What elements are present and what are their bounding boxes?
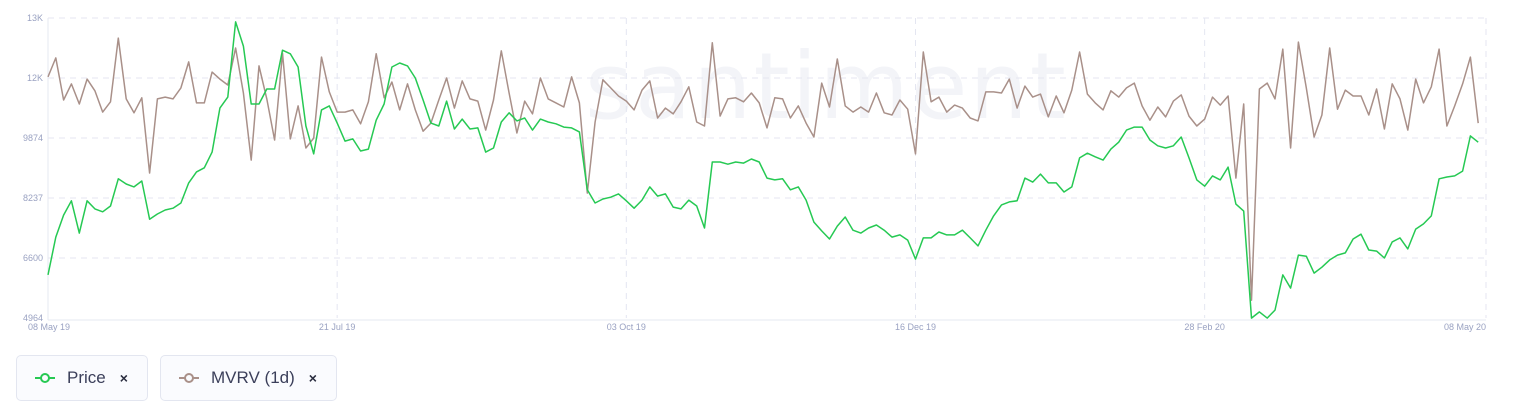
y-tick-label: 12K	[27, 73, 43, 83]
axes	[47, 18, 1486, 321]
legend-label: MVRV (1d)	[211, 368, 295, 387]
watermark-logo: santiment	[585, 33, 1068, 140]
grid-lines	[48, 17, 1487, 318]
mvrv-line	[47, 37, 1479, 301]
x-axis-ticks: 08 May 19 21 Jul 19 03 Oct 19 16 Dec 19 28 F…	[28, 322, 1486, 332]
remove-metric-button[interactable]: ×	[119, 370, 128, 386]
legend-item-price[interactable]: Price ×	[16, 355, 148, 401]
x-tick-label: 28 Feb 20	[1184, 322, 1225, 332]
x-tick-label: 08 May 19	[28, 322, 70, 332]
line-circle-icon	[179, 373, 199, 383]
x-tick-label: 08 May 20	[1444, 322, 1486, 332]
y-axis-ticks: 4964 6600 8237 9874 12K 13K	[23, 13, 43, 323]
y-tick-label: 9874	[23, 133, 43, 143]
x-tick-label: 16 Dec 19	[895, 322, 936, 332]
x-tick-label: 03 Oct 19	[607, 322, 646, 332]
y-tick-label: 4964	[23, 313, 43, 323]
price-line	[47, 21, 1479, 319]
remove-metric-button[interactable]: ×	[308, 370, 317, 386]
x-tick-label: 21 Jul 19	[319, 322, 356, 332]
y-tick-label: 8237	[23, 193, 43, 203]
line-chart: santiment 4964 6600 8237 9874 12K 13K 08 May …	[23, 13, 1487, 332]
y-tick-label: 13K	[27, 13, 43, 23]
legend-label: Price	[67, 368, 106, 387]
legend-item-mvrv[interactable]: MVRV (1d) ×	[160, 355, 337, 401]
line-circle-icon	[35, 373, 55, 383]
series-lines	[47, 21, 1479, 319]
y-tick-label: 6600	[23, 253, 43, 263]
